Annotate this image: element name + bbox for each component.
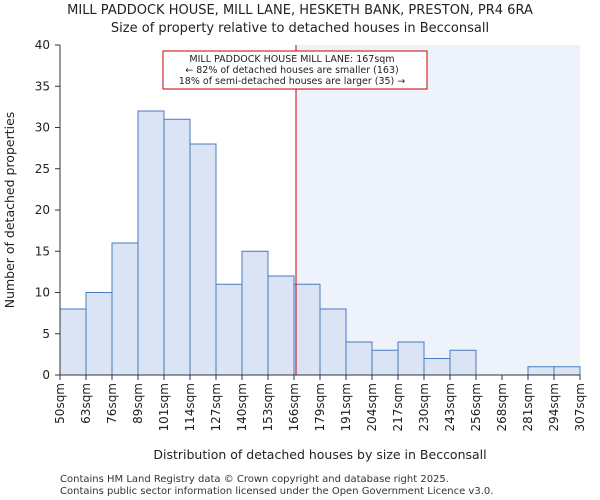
y-tick-label: 20 <box>35 203 50 217</box>
y-tick-label: 40 <box>35 38 50 52</box>
bar <box>59 308 87 376</box>
bar <box>163 118 191 376</box>
x-tick-label: 166sqm <box>287 383 301 431</box>
bar <box>553 366 581 376</box>
bar <box>397 341 425 376</box>
bar <box>423 358 451 376</box>
x-tick-label: 179sqm <box>313 383 327 431</box>
y-ticks: 0 5 10 15 20 25 30 35 40 <box>35 38 60 382</box>
bar <box>293 283 321 376</box>
footer-line-2: Contains public sector information licen… <box>60 486 493 497</box>
x-tick-label: 294sqm <box>547 383 561 431</box>
annotation-line-3: 18% of semi-detached houses are larger (… <box>179 76 406 87</box>
x-tick-label: 89sqm <box>131 383 145 424</box>
x-axis-label: Distribution of detached houses by size … <box>153 447 486 462</box>
y-axis-label: Number of detached properties <box>2 112 17 309</box>
bar <box>111 242 139 376</box>
x-ticks: 50sqm 63sqm 76sqm 89sqm 101sqm 114sqm 127sqm 14… <box>53 375 587 431</box>
x-tick-label: 191sqm <box>339 383 353 431</box>
x-tick-label: 153sqm <box>261 383 275 431</box>
x-tick-label: 114sqm <box>183 383 197 431</box>
bar <box>267 275 295 376</box>
bar-group <box>59 110 581 376</box>
x-tick-label: 281sqm <box>521 383 535 431</box>
y-tick-label: 15 <box>35 244 50 258</box>
chart-title: MILL PADDOCK HOUSE, MILL LANE, HESKETH B… <box>67 3 533 18</box>
x-tick-label: 63sqm <box>79 383 93 424</box>
bar <box>241 250 269 376</box>
x-tick-label: 76sqm <box>105 383 119 424</box>
y-tick-label: 0 <box>42 368 50 382</box>
x-tick-label: 140sqm <box>235 383 249 431</box>
x-tick-label: 204sqm <box>365 383 379 431</box>
bar <box>449 349 477 376</box>
bar <box>345 341 373 376</box>
bar <box>371 349 399 376</box>
y-tick-label: 35 <box>35 79 50 93</box>
annotation-border <box>162 50 428 90</box>
x-tick-label: 268sqm <box>495 383 509 431</box>
y-tick-label: 25 <box>35 162 50 176</box>
x-tick-label: 307sqm <box>573 383 587 431</box>
x-tick-label: 101sqm <box>157 383 171 431</box>
footer-line-1: Contains HM Land Registry data © Crown c… <box>60 474 449 485</box>
y-tick-label: 5 <box>42 327 50 341</box>
bar <box>137 110 165 376</box>
bar <box>85 292 113 376</box>
annotation-line-1: MILL PADDOCK HOUSE MILL LANE: 167sqm <box>189 54 394 65</box>
bar <box>189 143 217 376</box>
bar <box>527 366 555 376</box>
x-tick-label: 256sqm <box>469 383 483 431</box>
annotation-box: MILL PADDOCK HOUSE MILL LANE: 167sqm ← 8… <box>162 50 428 90</box>
x-tick-label: 230sqm <box>417 383 431 431</box>
plot-area: 0 5 10 15 20 25 30 35 40 50sqm 63sqm 76sqm 89sqm 101… <box>35 38 587 431</box>
x-tick-label: 243sqm <box>443 383 457 431</box>
bar <box>319 308 347 376</box>
x-tick-label: 50sqm <box>53 383 67 424</box>
chart-subtitle: Size of property relative to detached ho… <box>111 21 489 36</box>
x-tick-label: 217sqm <box>391 383 405 431</box>
annotation-line-2: ← 82% of detached houses are smaller (16… <box>185 65 398 76</box>
x-tick-label: 127sqm <box>209 383 223 431</box>
bar <box>215 283 243 376</box>
y-tick-label: 30 <box>35 121 50 135</box>
y-tick-label: 10 <box>35 286 50 300</box>
